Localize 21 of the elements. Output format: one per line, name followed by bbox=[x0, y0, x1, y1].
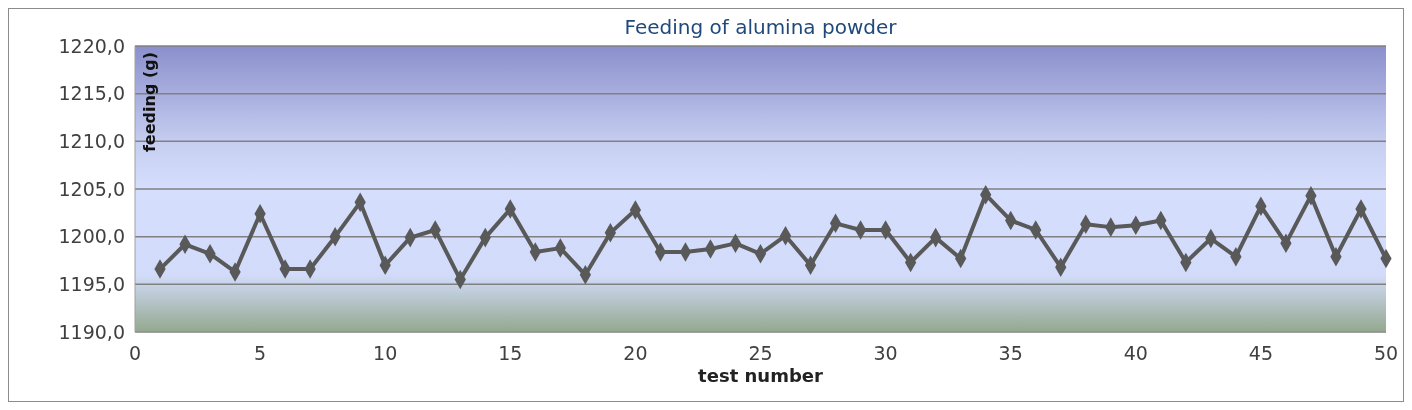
y-tick-label: 1200,0 bbox=[58, 225, 125, 248]
y-tick-label: 1210,0 bbox=[58, 129, 125, 152]
x-tick-label: 5 bbox=[254, 342, 267, 364]
y-tick-label: 1190,0 bbox=[58, 320, 125, 343]
x-tick-label: 10 bbox=[373, 342, 398, 364]
x-tick-label: 45 bbox=[1248, 342, 1273, 364]
x-tick-label: 40 bbox=[1123, 342, 1148, 364]
y-tick-label: 1205,0 bbox=[58, 177, 125, 200]
y-tick-label: 1195,0 bbox=[58, 272, 125, 295]
x-tick-label: 25 bbox=[748, 342, 773, 364]
x-axis-title: test number bbox=[698, 365, 823, 386]
y-axis-title: feeding (g) bbox=[140, 52, 159, 153]
x-tick-label: 15 bbox=[498, 342, 523, 364]
x-tick-label: 35 bbox=[998, 342, 1023, 364]
x-tick-label: 50 bbox=[1373, 342, 1399, 364]
x-tick-label: 30 bbox=[873, 342, 898, 364]
chart-title: Feeding of alumina powder bbox=[624, 15, 898, 39]
y-tick-label: 1220,0 bbox=[58, 34, 125, 57]
y-tick-label: 1215,0 bbox=[58, 82, 125, 105]
x-tick-label: 0 bbox=[128, 342, 142, 364]
x-tick-label: 20 bbox=[623, 342, 648, 364]
